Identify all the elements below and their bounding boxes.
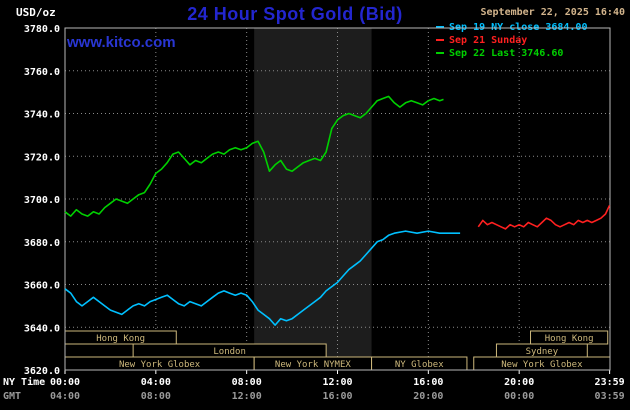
legend-item-sep22: Sep 22 Last 3746.60 [436,47,587,60]
x-tick-label: 16:00 [413,377,443,388]
x-tick-label: 00:00 [50,377,80,388]
y-tick-label: 3720.0 [24,152,60,163]
y-tick-label: 3660.0 [24,281,60,292]
y-tick-label: 3640.0 [24,323,60,334]
x-tick-label: 08:00 [141,391,171,402]
session-label: New York Globex [119,360,201,370]
session-label: Sydney [526,347,559,357]
price-line-sep19 [64,230,461,326]
legend-label: Sep 21 Sunday [449,35,528,46]
legend-key-dash-icon [436,39,444,41]
x-tick-label: 20:00 [413,391,443,402]
x-axis-row-label: NY Time [3,376,45,388]
x-tick-label: 08:00 [232,377,262,388]
x-tick-label: 04:00 [50,391,80,402]
session-label: New York NYMEX [275,360,351,370]
x-tick-label: 12:00 [232,391,262,402]
x-tick-label: 16:00 [322,391,352,402]
kitco-link[interactable]: www.kitco.com [67,34,176,51]
x-tick-label: 23:59 [595,377,625,388]
session-label: Hong Kong [545,334,594,344]
x-tick-label: 04:00 [141,377,171,388]
y-tick-label: 3620.0 [24,366,60,377]
y-tick-label: 3780.0 [24,24,60,35]
legend-label: Sep 22 Last 3746.60 [449,48,564,59]
x-tick-label: 03:59 [595,391,625,402]
price-line-sep21 [477,205,611,230]
page-title: 24 Hour Spot Gold (Bid) [187,4,403,24]
session-label: NY Globex [395,360,444,370]
y-axis-unit-label: USD/oz [16,6,56,19]
legend-key-dash-icon [436,52,444,54]
x-tick-label: 00:00 [504,391,534,402]
price-line-sep22 [64,95,444,217]
timestamp: September 22, 2025 16:40 [480,7,626,18]
session-label: New York Globex [501,360,583,370]
session-label: Hong Kong [96,334,145,344]
session-label: London [213,347,246,357]
y-tick-label: 3760.0 [24,67,60,78]
legend-key-dash-icon [436,26,444,28]
x-tick-label: 20:00 [504,377,534,388]
x-axis-row-label: GMT [3,391,21,402]
y-tick-label: 3740.0 [24,110,60,121]
y-tick-label: 3700.0 [24,195,60,206]
legend-item-sep21: Sep 21 Sunday [436,34,587,47]
y-tick-label: 3680.0 [24,238,60,249]
plot-border [64,27,611,371]
x-tick-label: 12:00 [322,377,352,388]
